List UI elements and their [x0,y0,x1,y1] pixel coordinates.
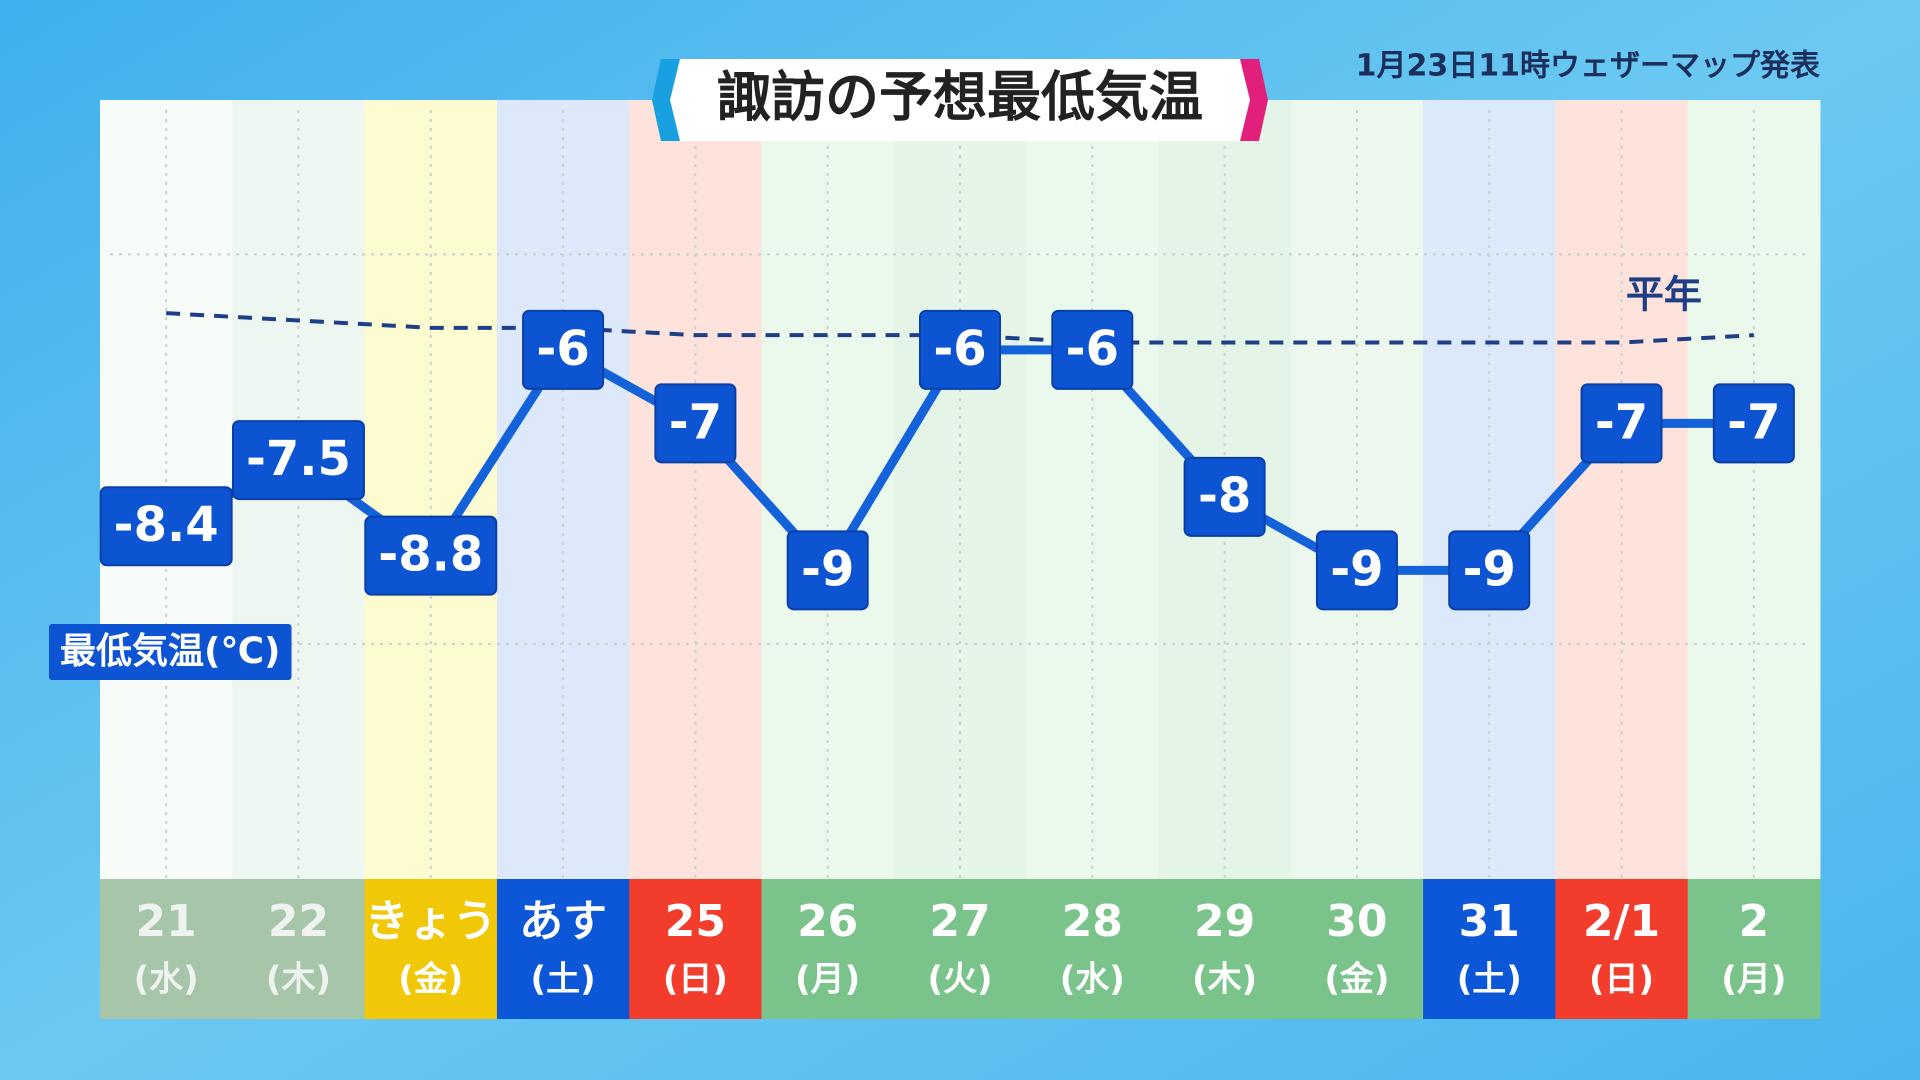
date-label-bg [629,879,763,1019]
value-marker: -6 [1051,309,1134,390]
value-marker: -7 [1580,383,1663,464]
value-label: -7 [669,394,722,450]
date-label-bg [1290,879,1424,1019]
date-label: 29 [1194,896,1255,947]
value-label: -8.8 [378,527,483,583]
date-label-bg [1687,879,1821,1019]
date-label-bg [1158,879,1292,1019]
title-left-accent [652,59,680,141]
weekday-label: (日) [1589,960,1654,1000]
value-box [786,530,869,611]
normal-label: 平年 [1626,273,1702,317]
date-label: あす [519,896,607,947]
weekday-label: (日) [663,960,728,1000]
value-label: -8.4 [114,497,219,553]
value-box [919,309,1001,390]
weekday-label: (木) [1192,960,1257,1000]
chart-title: 諏訪の予想最低気温 [717,66,1203,129]
date-label-bg [1026,879,1159,1019]
weekday-label: (金) [1324,960,1389,1000]
value-marker: -7 [1712,383,1795,464]
value-box [1580,383,1663,464]
date-label-bg [496,879,630,1019]
value-marker: -7.5 [231,420,365,501]
date-label: 26 [797,896,858,947]
series-label-bg [49,624,292,680]
title-box: 諏訪の予想最低気温 [652,59,1268,141]
value-marker: -8 [1183,456,1266,537]
date-label: 25 [665,896,726,947]
weekday-label: (火) [927,960,992,1000]
value-label: -7 [1727,394,1780,450]
weekday-label: (水) [134,960,199,1000]
date-label: 2 [1739,896,1770,947]
value-label: -6 [933,321,986,377]
marks: 平年 -8.4 -7.5 -8.8 -6 -7 -9 -6 -6 -8 -9 -9 -7 -7 最低気温(℃… [49,273,1795,680]
value-label: -9 [1330,541,1383,597]
value-box [231,420,365,501]
date-label: 21 [136,896,197,947]
date-label-bg [1555,879,1689,1019]
date-label: 28 [1062,896,1123,947]
date-label: きょう [365,896,497,947]
value-label: -8 [1198,468,1251,524]
columns: 21 (水) 22 (木) きょう (金) あす (土) 25 (日) 26 (月) 27 (火) 28 (水… [100,100,1821,1019]
date-label: 27 [929,896,990,947]
value-marker: -6 [522,309,605,390]
weekday-label: (月) [795,960,860,1000]
value-label: -7 [1595,394,1648,450]
value-marker: -6 [919,309,1001,390]
value-box [1712,383,1795,464]
value-marker: -9 [786,530,869,611]
series-label: 最低気温(℃) [49,624,292,680]
date-label-bg [1423,879,1556,1019]
value-box [1051,309,1134,390]
value-box [99,486,233,567]
date-label: 31 [1459,896,1520,947]
title-right-accent [1240,59,1268,141]
issue-note: 1月23日11時ウェザーマップ発表 [1356,49,1820,84]
value-marker: -9 [1448,530,1531,611]
value-marker: -8.4 [99,486,233,567]
value-label: -9 [1463,541,1516,597]
date-label-bg [232,879,366,1019]
value-label: -9 [801,541,854,597]
weekday-label: (土) [531,960,596,1000]
value-marker: -9 [1315,530,1398,611]
value-label: -6 [536,321,589,377]
title-bg [661,59,1259,141]
value-box [654,383,737,464]
weekday-label: (木) [266,960,331,1000]
weekday-label: (土) [1457,960,1522,1000]
date-label: 30 [1326,896,1387,947]
value-box [1315,530,1398,611]
value-label: -7.5 [246,431,351,487]
value-marker: -8.8 [364,515,498,596]
date-label-bg [100,879,233,1019]
value-label: -6 [1066,321,1119,377]
value-box [364,515,498,596]
weekday-label: (金) [398,960,463,1000]
weekday-label: (月) [1721,960,1786,1000]
value-box [522,309,605,390]
value-marker: -7 [654,383,737,464]
value-box [1448,530,1531,611]
weekday-label: (水) [1060,960,1125,1000]
date-label-bg [761,879,895,1019]
date-label: 22 [268,896,329,947]
date-label-bg [364,879,498,1019]
value-box [1183,456,1266,537]
series-label-text: 最低気温(℃) [60,631,281,672]
date-label-bg [893,879,1027,1019]
date-label: 2/1 [1583,896,1660,947]
